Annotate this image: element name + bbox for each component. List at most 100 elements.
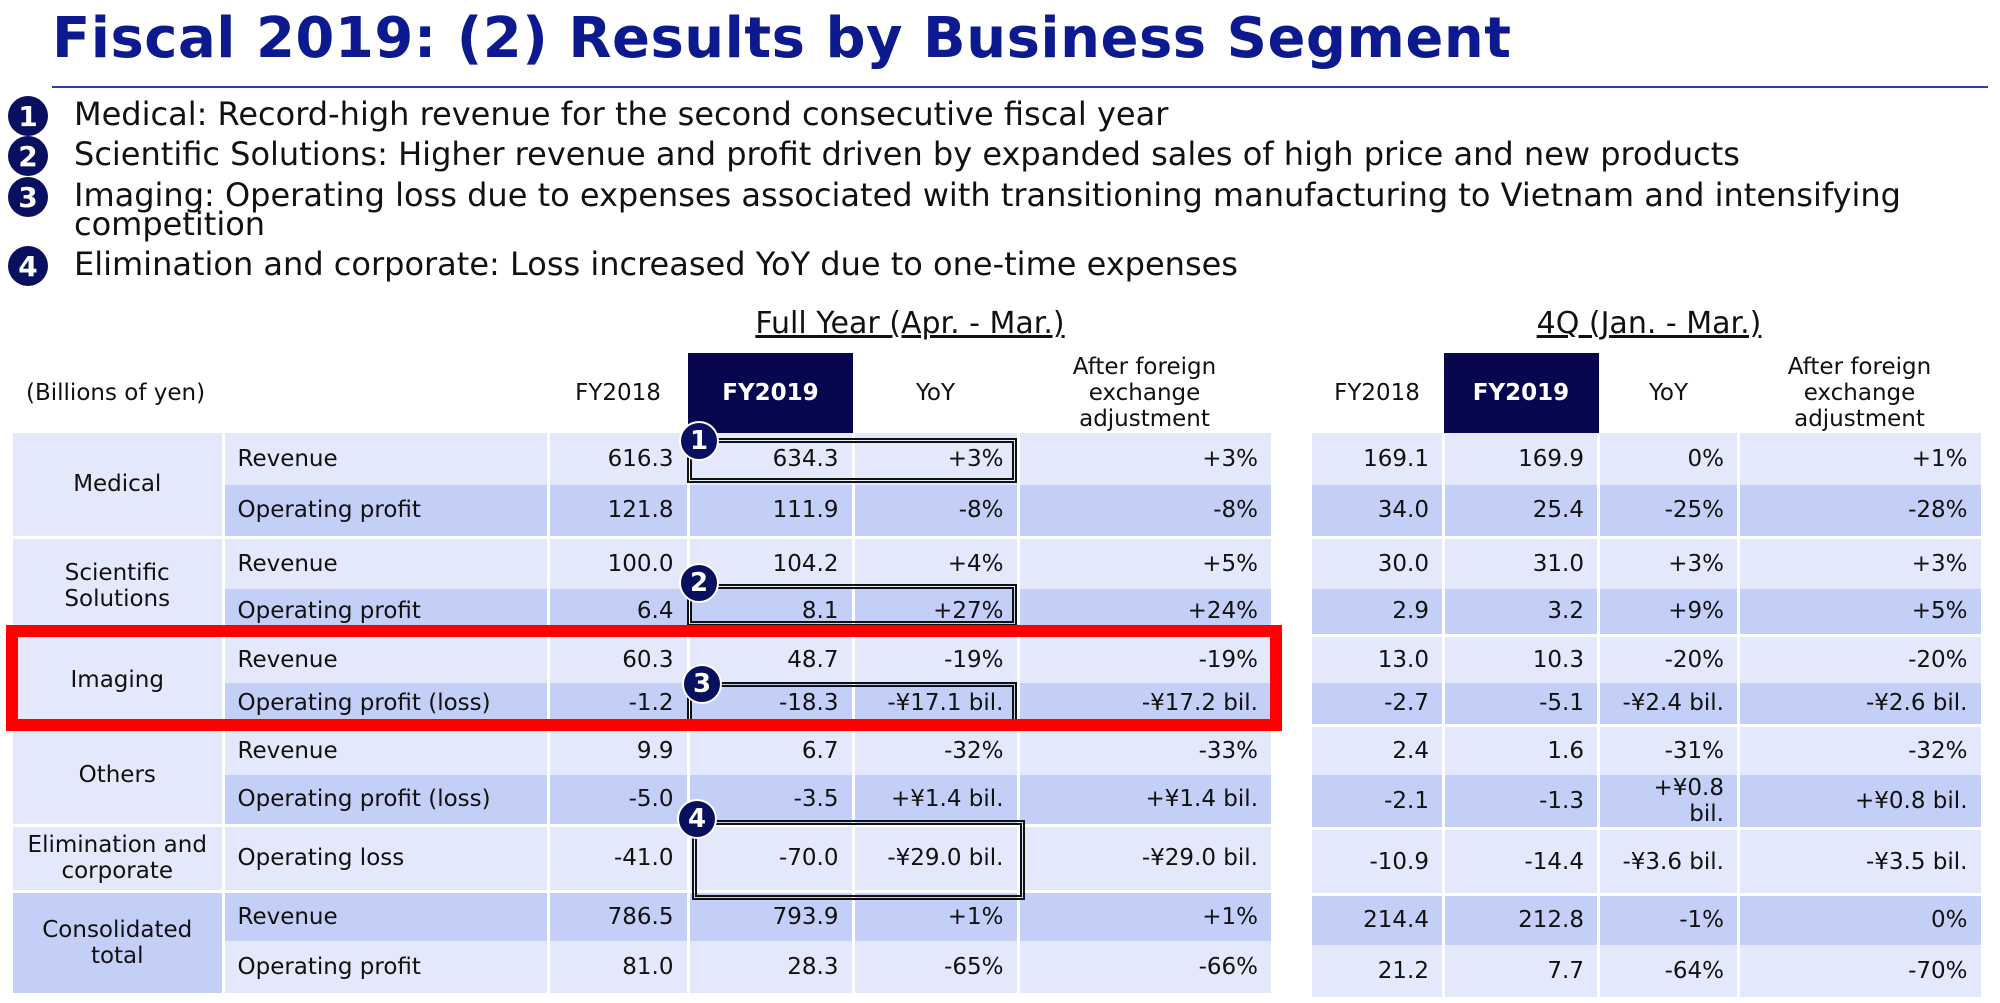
- bullet-medical: 1 Medical: Record-high revenue for the s…: [8, 94, 1934, 136]
- cell-fy2018: -2.7: [1309, 683, 1444, 725]
- row-item: Revenue: [221, 433, 548, 485]
- segment-others: Others: [13, 723, 223, 825]
- cell-fx: -8%: [1016, 485, 1271, 537]
- cell-fx: +1%: [1737, 433, 1981, 485]
- cell-fy2018: 2.9: [1309, 589, 1444, 635]
- cell-fy2019: 28.3: [686, 941, 853, 993]
- cell-fy2019: 10.3: [1442, 633, 1599, 683]
- cell-fy2019: -1.3: [1442, 775, 1599, 829]
- bullet-number: 4: [8, 246, 48, 286]
- cell-fx: -32%: [1737, 723, 1981, 775]
- segment-medical: Medical: [13, 433, 223, 537]
- cell-fy2018: 9.9: [546, 723, 688, 775]
- table-row: Operating profit (loss) -5.0 -3.5 +¥1.4 …: [13, 775, 1271, 825]
- cell-fy2018: 60.3: [546, 633, 688, 683]
- bullet-text: Elimination and corporate: Loss increase…: [74, 245, 1238, 283]
- cell-fy2018: 81.0: [546, 941, 688, 993]
- bullet-scientific: 2 Scientific Solutions: Higher revenue a…: [8, 134, 1934, 176]
- header-fy2018: FY2018: [548, 353, 688, 433]
- cell-fy2019: 212.8: [1442, 893, 1599, 945]
- bullet-elimination: 4 Elimination and corporate: Loss increa…: [8, 244, 1934, 286]
- bullet-text: Scientific Solutions: Higher revenue and…: [74, 135, 1740, 173]
- cell-fy2018: 616.3: [546, 433, 688, 485]
- cell-fy2018: 13.0: [1309, 633, 1444, 683]
- cell-yoy: -8%: [851, 485, 1018, 537]
- cell-fx: -¥17.2 bil.: [1016, 683, 1271, 725]
- row-item: Operating profit (loss): [221, 683, 548, 725]
- row-item: Operating profit: [221, 485, 548, 537]
- bullet-number: 2: [8, 136, 48, 176]
- cell-fx: -¥3.5 bil.: [1737, 827, 1981, 895]
- bullet-imaging: 3 Imaging: Operating loss due to expense…: [8, 175, 1934, 243]
- cell-fy2018: 214.4: [1309, 893, 1444, 945]
- cell-yoy: -19%: [851, 633, 1018, 683]
- table-row: 34.0 25.4 -25% -28%: [1309, 485, 1981, 537]
- segment-consolidated: Consolidated total: [13, 889, 223, 993]
- table-row: Scientific Solutions Revenue 100.0 104.2…: [13, 535, 1271, 635]
- table-row: Operating profit 81.0 28.3 -65% -66%: [13, 941, 1271, 993]
- bullet-text: Imaging: Operating loss due to expenses …: [74, 176, 1901, 243]
- table-row: -10.9 -14.4 -¥3.6 bil. -¥3.5 bil.: [1309, 827, 1981, 895]
- cell-yoy: -¥17.1 bil.: [851, 683, 1018, 725]
- segment-scientific: Scientific Solutions: [13, 535, 223, 635]
- table-row: 30.0 31.0 +3% +3%: [1309, 535, 1981, 589]
- table-row: Medical Revenue 616.3 634.3 +3% +3%: [13, 433, 1271, 537]
- cell-fx: -20%: [1737, 633, 1981, 683]
- table-row: 21.2 7.7 -64% -70%: [1309, 944, 1981, 997]
- cell-fy2019: -70.0: [686, 823, 853, 891]
- cell-fy2019: 1.6: [1442, 723, 1599, 775]
- cell-fy2018: 169.1: [1309, 433, 1444, 485]
- marker-1: 1: [679, 421, 719, 461]
- segment-elimination: Elimination and corporate: [13, 823, 223, 891]
- marker-3: 3: [682, 664, 722, 704]
- unit-label: (Billions of yen): [13, 353, 548, 433]
- q4-title: 4Q (Jan. - Mar.): [1536, 306, 1762, 341]
- cell-fy2019: -5.1: [1442, 683, 1599, 725]
- bullet-number: 1: [8, 96, 48, 136]
- header-fy2019: FY2019: [1443, 353, 1599, 433]
- imaging-highlight-box: [6, 625, 1282, 731]
- cell-fx: -70%: [1737, 944, 1981, 997]
- cell-fy2018: 34.0: [1309, 485, 1444, 537]
- cell-fy2019: -3.5: [686, 775, 853, 825]
- cell-fx: +3%: [1016, 433, 1271, 485]
- cell-fy2018: -10.9: [1309, 827, 1444, 895]
- cell-fy2019: 25.4: [1442, 485, 1599, 537]
- cell-fy2019: 169.9: [1442, 433, 1599, 485]
- table-row: Imaging Revenue 60.3 48.7 -19% -19%: [13, 633, 1271, 725]
- bullet-number: 3: [8, 177, 48, 217]
- cell-fy2018: -2.1: [1309, 775, 1444, 829]
- cell-fy2018: -5.0: [546, 775, 688, 825]
- cell-fy2019: -14.4: [1442, 827, 1599, 895]
- table-row: Consolidated total Revenue 786.5 793.9 +…: [13, 889, 1271, 993]
- cell-yoy: -32%: [851, 723, 1018, 775]
- cell-fx: +5%: [1737, 589, 1981, 635]
- cell-yoy: +9%: [1597, 589, 1739, 635]
- table-row: 214.4 212.8 -1% 0%: [1309, 893, 1981, 945]
- cell-fy2018: 100.0: [546, 535, 688, 589]
- cell-fx: +1%: [1016, 889, 1271, 941]
- cell-fy2019: 31.0: [1442, 535, 1599, 589]
- page-title: Fiscal 2019: (2) Results by Business Seg…: [52, 6, 1512, 71]
- cell-fx: -28%: [1737, 485, 1981, 537]
- row-item: Revenue: [221, 889, 548, 941]
- header-fx-adjusted: After foreign exchange adjustment: [1018, 353, 1271, 433]
- cell-fx: -19%: [1016, 633, 1271, 683]
- cell-yoy: +3%: [1597, 535, 1739, 589]
- cell-fy2019: 48.7: [686, 633, 853, 683]
- row-item: Revenue: [221, 535, 548, 589]
- table-header: (Billions of yen) FY2018 FY2019 YoY Afte…: [13, 353, 1271, 433]
- cell-fy2018: 121.8: [546, 485, 688, 537]
- table-row: 2.4 1.6 -31% -32%: [1309, 723, 1981, 775]
- cell-fy2019: 3.2: [1442, 589, 1599, 635]
- cell-yoy: +¥1.4 bil.: [851, 775, 1018, 825]
- cell-fy2018: -41.0: [546, 823, 688, 891]
- table-row: 13.0 10.3 -20% -20%: [1309, 633, 1981, 683]
- cell-yoy: -31%: [1597, 723, 1739, 775]
- emphasis-frame-medical: [687, 438, 1017, 483]
- header-fy2019: FY2019: [688, 353, 853, 433]
- table-row: 2.9 3.2 +9% +5%: [1309, 589, 1981, 635]
- cell-fy2018: 2.4: [1309, 723, 1444, 775]
- cell-fx: -¥2.6 bil.: [1737, 683, 1981, 725]
- header-fx-adjusted: After foreign exchange adjustment: [1738, 353, 1981, 433]
